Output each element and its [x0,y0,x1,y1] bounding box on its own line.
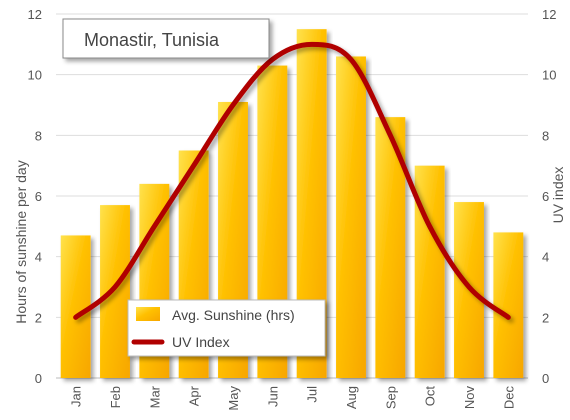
y-tick-label-right: 4 [542,250,549,265]
y-tick-label-left: 6 [35,189,42,204]
y-tick-label-right: 10 [542,68,556,83]
x-tick-label-jul: Jul [305,386,320,403]
x-tick-label-jan: Jan [69,386,84,407]
legend-swatch-sunshine [136,307,160,321]
sunshine-bar-feb [100,205,130,378]
y-tick-label-right: 0 [542,371,549,386]
chart-title: Monastir, Tunisia [84,30,220,50]
y-tick-label-left: 2 [35,310,42,325]
y-tick-label-left: 0 [35,371,42,386]
y-tick-label-right: 2 [542,310,549,325]
x-tick-label-aug: Aug [344,386,359,409]
y-tick-label-right: 6 [542,189,549,204]
y-tick-label-left: 10 [28,68,42,83]
x-tick-label-jun: Jun [265,386,280,407]
sunshine-bar-jan [60,235,91,378]
x-tick-label-oct: Oct [423,386,438,407]
y-tick-label-right: 8 [542,128,549,143]
x-tick-label-nov: Nov [462,386,477,410]
y-tick-label-left: 8 [35,128,42,143]
x-tick-label-sep: Sep [383,386,398,409]
y-tick-label-left: 12 [28,7,42,22]
y-axis-title-left: Hours of sunshine per day [13,160,29,323]
legend-label-sunshine: Avg. Sunshine (hrs) [172,307,295,323]
sunshine-bar-aug [336,56,366,378]
uv-index-line [73,41,511,320]
x-tick-label-feb: Feb [108,386,123,408]
x-tick-label-apr: Apr [187,385,202,406]
chart-title-box: Monastir, Tunisia [62,18,270,59]
legend: Avg. Sunshine (hrs) UV Index [127,299,326,357]
sunshine-bar-dec [493,232,524,378]
axis-ticks: 0 0 2 2 4 4 6 6 8 8 10 10 12 12 Jan Feb Mar Apr May Jun Jul A… [28,7,557,411]
uv-line-group [73,41,511,320]
legend-label-uv: UV Index [172,334,230,350]
y-axis-title-right: UV index [550,167,566,224]
x-tick-label-dec: Dec [501,386,516,410]
y-tick-label-right: 12 [542,7,556,22]
x-tick-label-may: May [226,386,241,411]
x-tick-label-mar: Mar [147,385,162,408]
y-tick-label-left: 4 [35,250,42,265]
